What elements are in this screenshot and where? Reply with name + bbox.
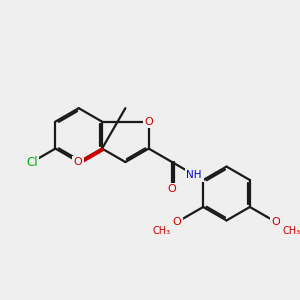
Text: NH: NH (186, 170, 202, 180)
Text: CH₃: CH₃ (283, 226, 300, 236)
Text: CH₃: CH₃ (152, 226, 171, 236)
Text: O: O (168, 184, 176, 194)
Text: O: O (173, 217, 182, 227)
Text: Cl: Cl (26, 156, 38, 169)
Text: O: O (272, 217, 280, 227)
Text: O: O (144, 117, 153, 127)
Text: O: O (74, 158, 82, 167)
